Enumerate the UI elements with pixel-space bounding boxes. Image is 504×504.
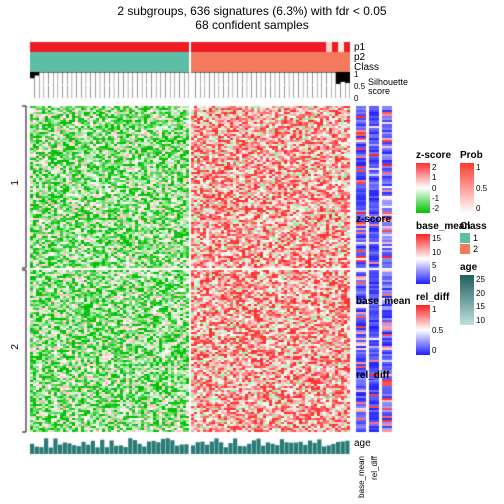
legend-rd-grad xyxy=(416,305,430,355)
silh-tick-0: 0 xyxy=(354,94,358,103)
legend-class-1: 1 xyxy=(460,233,504,243)
legend-z-ticks: 210-1-2 xyxy=(432,163,439,213)
legend-bm-ticks: 151050 xyxy=(432,234,441,284)
legend-prob-grad xyxy=(460,163,474,213)
legend-bm-grad xyxy=(416,234,430,284)
legend-prob-ticks: 10.50 xyxy=(476,163,487,213)
row-group-2: 2 xyxy=(10,344,21,350)
legend-age-title: age xyxy=(460,262,504,273)
legend-class-2: 2 xyxy=(460,244,504,254)
legend-prob-title: Prob xyxy=(460,150,504,161)
bottom-bm: base_mean xyxy=(357,456,366,498)
side-z: z-score xyxy=(356,214,391,225)
legend-z-grad xyxy=(416,163,430,213)
legend-right2: Prob 10.50 Class 1 2 age 25201510 xyxy=(460,150,504,325)
side-rd: rel_diff xyxy=(356,370,389,381)
legend-class-title: Class xyxy=(460,221,504,232)
legend-rd-ticks: 10.50 xyxy=(432,305,443,355)
silh-tick-05: 0.5 xyxy=(354,82,365,91)
silh-tick-1: 1 xyxy=(354,70,358,79)
bottom-rd: rel_diff xyxy=(370,456,379,480)
legend-age-ticks: 25201510 xyxy=(476,275,485,325)
legend-age-grad xyxy=(460,275,474,325)
bottom-age: age xyxy=(354,438,371,449)
side-bm: base_mean xyxy=(356,296,410,307)
row-group-1: 1 xyxy=(10,180,21,186)
label-silhouette: Silhouettescore xyxy=(368,78,408,96)
